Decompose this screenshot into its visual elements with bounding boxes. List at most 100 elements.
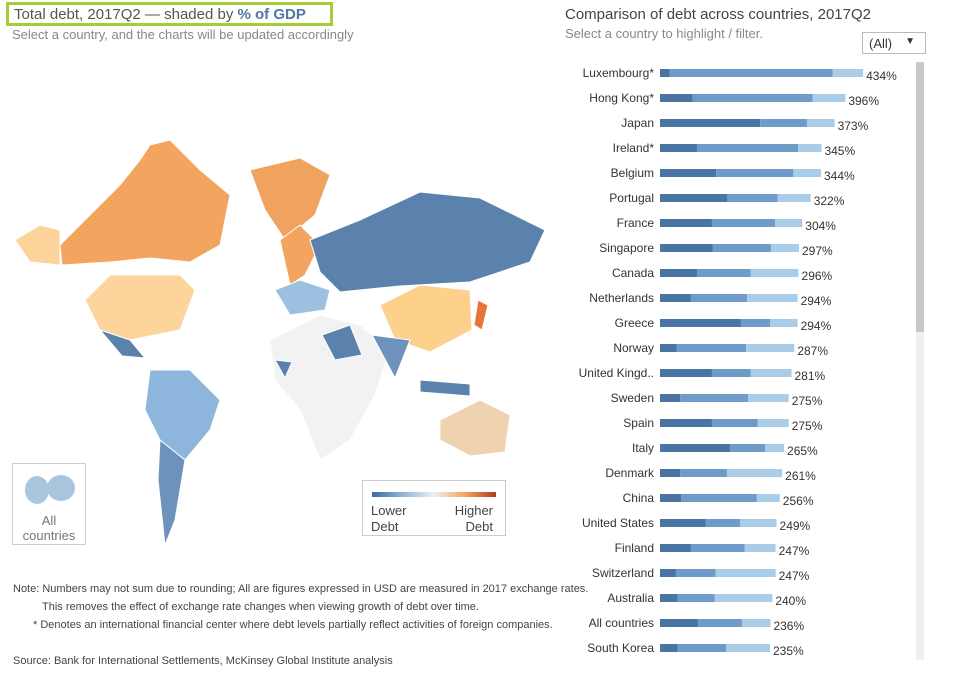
total-label: 247% <box>779 569 810 583</box>
category-label[interactable]: Ireland* <box>613 141 655 155</box>
note: Note: Numbers may not sum due to roundin… <box>13 583 589 595</box>
all-countries-button[interactable]: All countries <box>12 463 86 545</box>
bar-segment <box>660 244 713 252</box>
total-label: 294% <box>801 319 832 333</box>
bar-segment <box>660 594 678 602</box>
category-label[interactable]: Portugal <box>609 191 654 205</box>
country[interactable] <box>59 139 231 266</box>
bar-segment <box>660 269 697 277</box>
bar-segment <box>660 444 731 452</box>
bar-segment <box>744 544 776 552</box>
country[interactable] <box>144 369 221 461</box>
bar-segment <box>775 219 803 227</box>
chart-title: Comparison of debt across countries, 201… <box>565 6 871 23</box>
total-label: 294% <box>801 294 832 308</box>
dropdown-value: (All) <box>869 36 893 51</box>
bar-segment <box>690 544 745 552</box>
category-label[interactable]: Denmark <box>605 466 655 480</box>
category-label[interactable]: Netherlands <box>589 291 654 305</box>
category-label[interactable]: United Kingd.. <box>579 366 654 380</box>
country[interactable] <box>419 379 471 397</box>
category-label[interactable]: Hong Kong* <box>589 91 654 105</box>
category-label[interactable]: Luxembourg* <box>583 66 655 80</box>
bar-segment <box>756 494 780 502</box>
bar-segment <box>711 219 776 227</box>
bar-segment <box>697 619 742 627</box>
legend-text: Higher <box>454 503 493 518</box>
bar-segment <box>757 419 789 427</box>
category-label[interactable]: China <box>623 491 655 505</box>
map-subtitle: Select a country, and the charts will be… <box>12 27 354 42</box>
category-label[interactable]: Canada <box>612 266 654 280</box>
category-label[interactable]: United States <box>582 516 654 530</box>
category-label[interactable]: Japan <box>621 116 654 130</box>
bar-segment <box>696 269 751 277</box>
bar-segment <box>714 594 773 602</box>
title-emphasis[interactable]: % of GDP <box>237 6 306 23</box>
category-label[interactable]: Norway <box>613 341 654 355</box>
bar-segment <box>660 144 697 152</box>
title-text: Total debt, 2017Q2 — shaded by <box>14 6 234 23</box>
country[interactable] <box>249 157 331 241</box>
bar-segment <box>660 569 676 577</box>
category-label[interactable]: Singapore <box>599 241 654 255</box>
scroll-thumb[interactable] <box>916 62 924 332</box>
bar-segment <box>660 394 681 402</box>
total-label: 344% <box>824 169 855 183</box>
total-label: 275% <box>792 394 823 408</box>
color-ramp <box>372 492 496 497</box>
total-label: 256% <box>783 494 814 508</box>
category-label[interactable]: Belgium <box>611 166 654 180</box>
country[interactable] <box>157 438 186 546</box>
total-label: 236% <box>773 619 804 633</box>
filter-dropdown[interactable]: (All) ▼ <box>862 32 926 54</box>
world-map <box>14 139 546 546</box>
bar-segment <box>750 369 792 377</box>
total-label: 261% <box>785 469 816 483</box>
country[interactable] <box>309 191 546 293</box>
category-label[interactable]: Greece <box>615 316 655 330</box>
country[interactable] <box>98 328 147 359</box>
category-label[interactable]: Finland <box>615 541 654 555</box>
bar-segment <box>747 394 789 402</box>
bar-segment <box>677 644 726 652</box>
total-label: 322% <box>814 194 845 208</box>
dropdown-arrow: ▼ <box>905 36 915 47</box>
bar-segment <box>660 319 741 327</box>
bar-segment <box>730 444 766 452</box>
category-label[interactable]: France <box>617 216 655 230</box>
bar-segment <box>660 69 670 77</box>
category-label[interactable]: South Korea <box>587 641 654 655</box>
bar-segment <box>660 219 712 227</box>
country[interactable] <box>439 399 511 457</box>
country[interactable] <box>371 334 411 380</box>
category-label[interactable]: Australia <box>607 591 654 605</box>
bar-segment <box>832 69 864 77</box>
source: Source: Bank for International Settlemen… <box>13 655 393 667</box>
total-label: 373% <box>838 119 869 133</box>
country[interactable] <box>473 299 489 331</box>
bar-segment <box>747 294 798 302</box>
bar-segment <box>806 119 835 127</box>
category-label[interactable]: Switzerland <box>592 566 654 580</box>
total-label: 304% <box>805 219 836 233</box>
bar-segment <box>777 194 811 202</box>
total-label: 434% <box>866 69 897 83</box>
category-label[interactable]: Italy <box>632 441 654 455</box>
country[interactable] <box>274 359 293 380</box>
bar-segment <box>727 194 778 202</box>
bar-segment <box>660 94 693 102</box>
country[interactable] <box>321 324 363 361</box>
category-label[interactable]: All countries <box>589 616 654 630</box>
category-label[interactable]: Spain <box>623 416 654 430</box>
button-text: countries <box>22 528 76 543</box>
bar-segment <box>716 169 794 177</box>
scrollbar[interactable] <box>916 62 924 660</box>
bar-segment <box>675 569 716 577</box>
note: This removes the effect of exchange rate… <box>42 601 479 613</box>
button-text: All <box>41 513 57 528</box>
country[interactable] <box>274 279 331 316</box>
category-label[interactable]: Sweden <box>611 391 654 405</box>
total-label: 240% <box>775 594 806 608</box>
bar-segment <box>660 369 712 377</box>
